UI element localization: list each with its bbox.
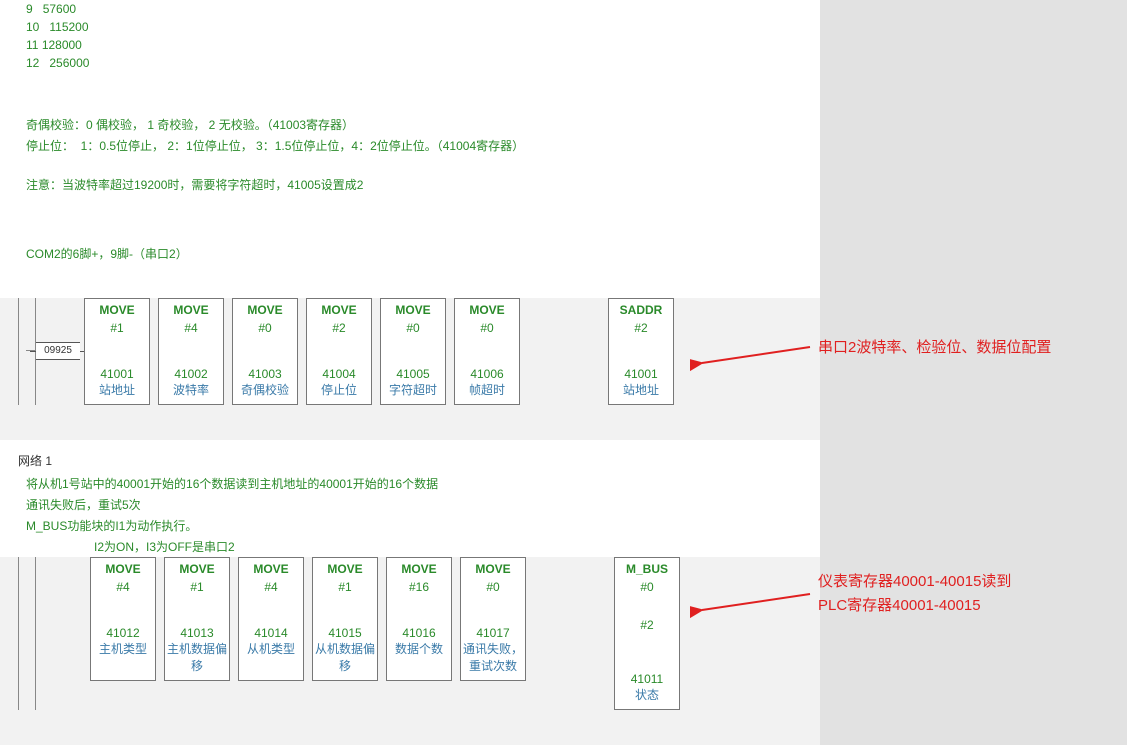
baud-row: 10 115200 xyxy=(0,18,820,36)
block-top-value: #4 xyxy=(159,319,223,365)
move-block: MOVE#141013主机数据偏移 xyxy=(164,557,230,681)
move-block: MOVE#041006帧超时 xyxy=(454,298,520,405)
block-address: 41011 xyxy=(615,670,679,686)
block-title: MOVE xyxy=(159,299,223,319)
baud-row: 11 128000 xyxy=(0,36,820,54)
block-address: 41004 xyxy=(307,365,371,381)
power-rail xyxy=(18,557,36,710)
network-desc: I2为ON，I3为OFF是串口2 xyxy=(0,536,820,557)
move-block: MOVE#441002波特率 xyxy=(158,298,224,405)
block-address: 41001 xyxy=(85,365,149,381)
block-address: 41001 xyxy=(609,365,673,381)
block-top-value: #4 xyxy=(91,578,155,624)
block-address: 41002 xyxy=(159,365,223,381)
stopbit-line: 停止位： 1：0.5位停止， 2：1位停止位， 3：1.5位停止位，4：2位停止… xyxy=(0,135,820,156)
block-address: 41014 xyxy=(239,624,303,640)
block-label: 数据个数 xyxy=(387,640,451,663)
block-address: 41017 xyxy=(461,624,525,640)
block-top-value: #0 xyxy=(461,578,525,624)
move-block: MOVE#141001站地址 xyxy=(84,298,150,405)
side-column xyxy=(820,0,1127,745)
ladder-rung-1: 09925 MOVE#141001站地址MOVE#441002波特率MOVE#0… xyxy=(0,298,820,440)
block-label: 主机数据偏移 xyxy=(165,640,229,680)
block-title: MOVE xyxy=(381,299,445,319)
block-title: MOVE xyxy=(91,558,155,578)
saddr-block: SADDR #2 41001 站地址 xyxy=(608,298,674,405)
block-title: MOVE xyxy=(165,558,229,578)
move-block: MOVE#041003奇偶校验 xyxy=(232,298,298,405)
block-top-value: #2 xyxy=(609,319,673,365)
block-address: 41012 xyxy=(91,624,155,640)
contact: 09925 xyxy=(36,342,80,360)
network-desc: M_BUS功能块的I1为动作执行。 xyxy=(0,515,820,536)
block-title: MOVE xyxy=(313,558,377,578)
block-label: 从机类型 xyxy=(239,640,303,663)
move-block: MOVE#1641016数据个数 xyxy=(386,557,452,681)
move-block: MOVE#241004停止位 xyxy=(306,298,372,405)
block-top-value: #0 xyxy=(615,578,679,604)
block-label: 奇偶校验 xyxy=(233,381,297,404)
block-address: 41015 xyxy=(313,624,377,640)
block-title: SADDR xyxy=(609,299,673,319)
block-label: 帧超时 xyxy=(455,381,519,404)
rung: 09925 MOVE#141001站地址MOVE#441002波特率MOVE#0… xyxy=(0,298,820,440)
block-address: 41013 xyxy=(165,624,229,640)
block-address: 41016 xyxy=(387,624,451,640)
blocks-row: MOVE#441012主机类型MOVE#141013主机数据偏移MOVE#441… xyxy=(36,557,684,710)
block-top-value: #1 xyxy=(313,578,377,624)
block-top-value: #16 xyxy=(387,578,451,624)
network-desc: 将从机1号站中的40001开始的16个数据读到主机地址的40001开始的16个数… xyxy=(0,473,820,494)
block-top-value: #4 xyxy=(239,578,303,624)
parity-line: 奇偶校验：0 偶校验， 1 奇校验， 2 无校验。（41003寄存器） xyxy=(0,114,820,135)
block-label: 从机数据偏移 xyxy=(313,640,377,680)
block-mid-value: #2 xyxy=(615,604,679,646)
baud-table: 9 57600 10 115200 11 128000 12 256000 xyxy=(0,0,820,76)
block-address: 41005 xyxy=(381,365,445,381)
block-label: 站地址 xyxy=(85,381,149,404)
baud-row: 12 256000 xyxy=(0,54,820,72)
note-line: 注意：当波特率超过19200时，需要将字符超时，41005设置成2 xyxy=(0,174,820,195)
page: 9 57600 10 115200 11 128000 12 256000 奇偶… xyxy=(0,0,1127,745)
network-header: 网络 1 xyxy=(0,448,820,473)
block-label: 停止位 xyxy=(307,381,371,404)
block-title: MOVE xyxy=(387,558,451,578)
block-label: 站地址 xyxy=(609,381,673,404)
block-label: 通讯失败，重试次数 xyxy=(461,640,525,680)
block-label: 波特率 xyxy=(159,381,223,404)
block-label: 状态 xyxy=(615,686,679,709)
block-top-value: #0 xyxy=(381,319,445,365)
block-top-value: #0 xyxy=(455,319,519,365)
com-line: COM2的6脚+，9脚-（串口2） xyxy=(0,243,820,264)
block-title: MOVE xyxy=(239,558,303,578)
main-column: 9 57600 10 115200 11 128000 12 256000 奇偶… xyxy=(0,0,820,745)
move-block: MOVE#041005字符超时 xyxy=(380,298,446,405)
block-title: M_BUS xyxy=(615,558,679,578)
block-label: 字符超时 xyxy=(381,381,445,404)
block-top-value: #1 xyxy=(165,578,229,624)
network-desc: 通讯失败后，重试5次 xyxy=(0,494,820,515)
baud-row: 9 57600 xyxy=(0,0,820,18)
rung: MOVE#441012主机类型MOVE#141013主机数据偏移MOVE#441… xyxy=(0,557,820,745)
block-top-value: #1 xyxy=(85,319,149,365)
block-title: MOVE xyxy=(233,299,297,319)
page-container: 9 57600 10 115200 11 128000 12 256000 奇偶… xyxy=(0,0,1127,745)
move-block: MOVE#141015从机数据偏移 xyxy=(312,557,378,681)
block-title: MOVE xyxy=(85,299,149,319)
block-top-value: #0 xyxy=(233,319,297,365)
block-title: MOVE xyxy=(461,558,525,578)
mbus-block: M_BUS #0 #2 41011 状态 xyxy=(614,557,680,710)
block-title: MOVE xyxy=(455,299,519,319)
move-block: MOVE#041017通讯失败，重试次数 xyxy=(460,557,526,681)
block-title: MOVE xyxy=(307,299,371,319)
block-label: 主机类型 xyxy=(91,640,155,663)
block-address: 41003 xyxy=(233,365,297,381)
block-top-value: #2 xyxy=(307,319,371,365)
move-block: MOVE#441014从机类型 xyxy=(238,557,304,681)
move-block: MOVE#441012主机类型 xyxy=(90,557,156,681)
network-1: 网络 1 将从机1号站中的40001开始的16个数据读到主机地址的40001开始… xyxy=(0,448,820,745)
block-address: 41006 xyxy=(455,365,519,381)
blocks-row: 09925 MOVE#141001站地址MOVE#441002波特率MOVE#0… xyxy=(36,298,678,405)
